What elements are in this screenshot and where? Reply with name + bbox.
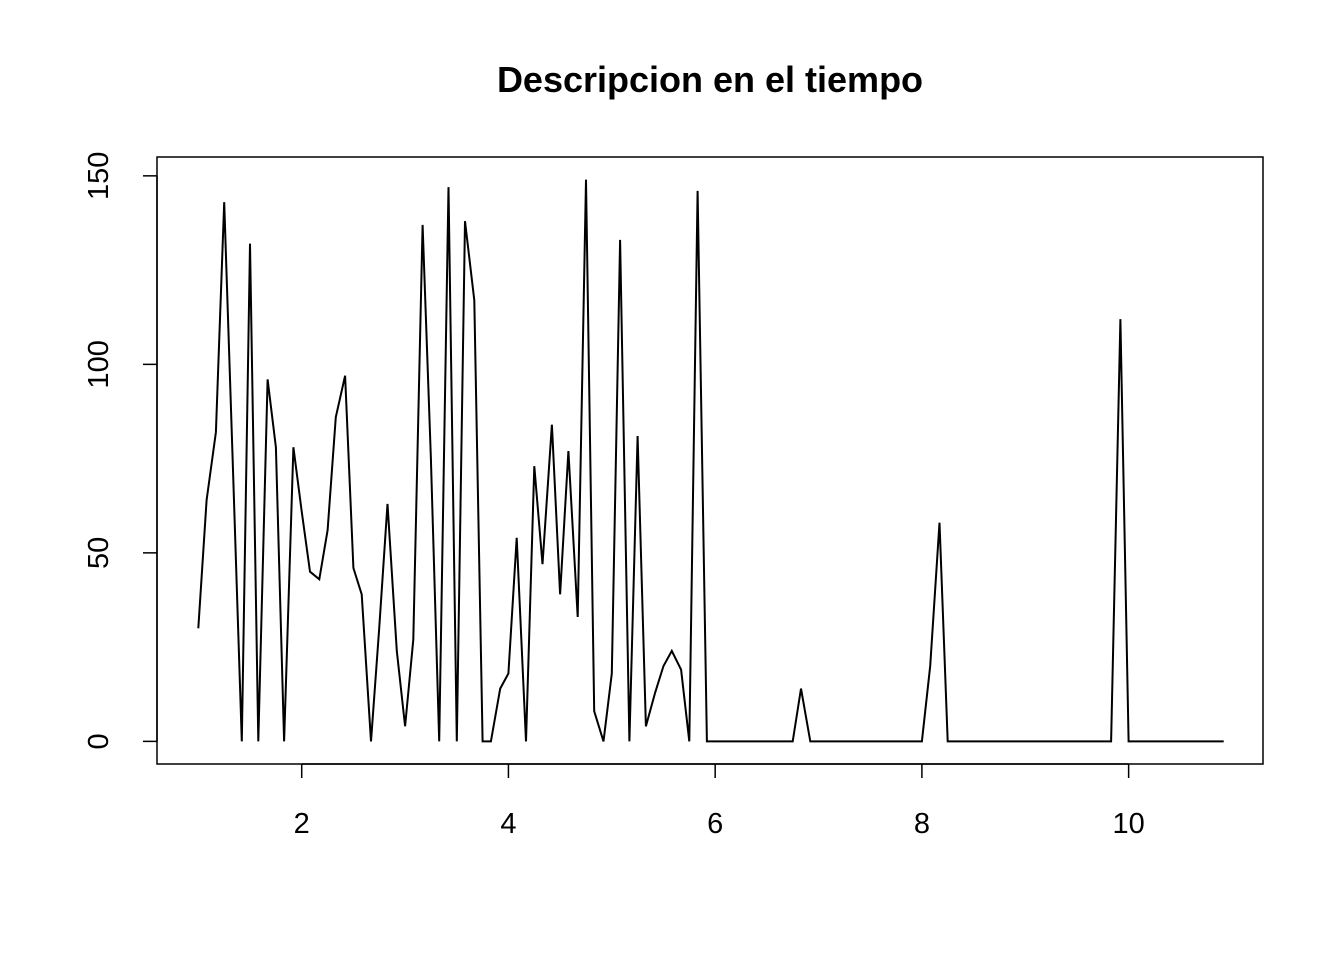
series-line	[197, 179, 1224, 743]
x-tick-label: 10	[1112, 808, 1144, 840]
chart-title: Descripcion en el tiempo	[497, 59, 923, 100]
y-tick-label: 0	[83, 733, 115, 749]
y-axis: 0 50 100 150	[83, 152, 158, 749]
y-tick-label: 50	[83, 537, 115, 569]
x-tick-label: 4	[500, 808, 516, 840]
y-tick-label: 150	[83, 152, 115, 200]
x-axis: 2 4 6 8 10	[294, 763, 1145, 840]
x-tick-label: 6	[707, 808, 723, 840]
x-tick-label: 8	[914, 808, 930, 840]
x-tick-label: 2	[294, 808, 310, 840]
plot-frame	[156, 156, 1264, 765]
y-tick-label: 100	[83, 340, 115, 388]
